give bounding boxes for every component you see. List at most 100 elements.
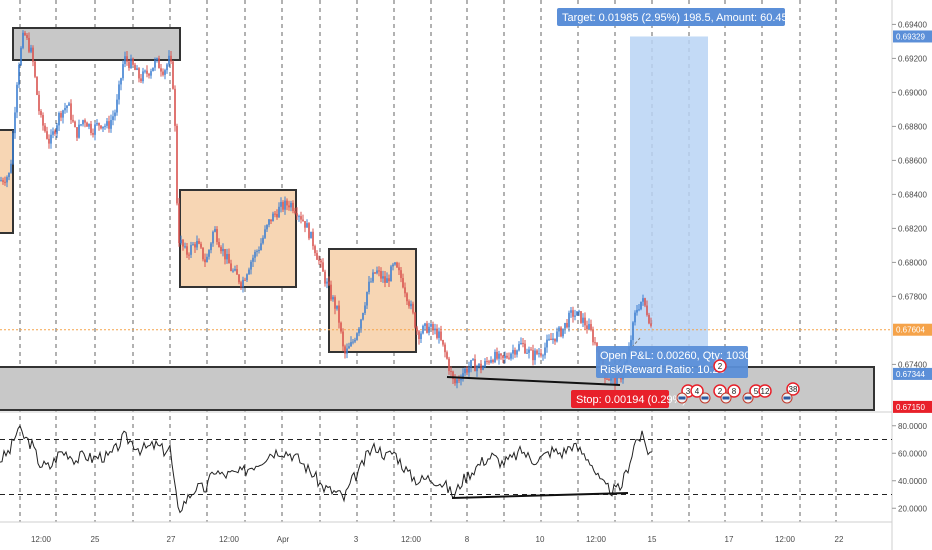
candle-body	[512, 349, 514, 354]
candle-body	[130, 58, 132, 68]
candle-body	[288, 205, 290, 208]
candle-body	[138, 68, 140, 79]
candle-body	[496, 351, 498, 359]
flag-icon[interactable]	[720, 392, 732, 404]
candle-body	[356, 333, 358, 340]
open-pl-bg	[596, 346, 748, 378]
target-info-label[interactable]: Target: 0.01985 (2.95%) 198.5, Amount: 6…	[557, 8, 788, 26]
session-separators	[0, 0, 893, 550]
candle-body	[148, 73, 150, 76]
candle-body	[398, 267, 400, 271]
candle-body	[524, 343, 526, 354]
candle-body	[318, 259, 320, 261]
candle-body	[216, 229, 218, 242]
candle-body	[584, 317, 586, 326]
current-price-tag[interactable]: 0.67604	[893, 323, 932, 336]
candle-body	[32, 47, 34, 62]
candle-body	[378, 270, 380, 272]
target-price-tag[interactable]: 0.69329	[893, 30, 932, 43]
time-label: 12:00	[586, 535, 607, 544]
event-badge-count: 8	[732, 387, 737, 396]
flag-icon[interactable]	[781, 392, 793, 404]
candle-body	[476, 366, 478, 372]
candle-body	[370, 281, 372, 283]
candle-body	[650, 323, 652, 326]
candle-body	[542, 355, 544, 357]
candle-body	[90, 123, 92, 133]
candle-body	[298, 216, 300, 218]
candle-body	[410, 303, 412, 307]
candle-body	[114, 112, 116, 117]
event-badge[interactable]: 12	[758, 384, 772, 398]
candle-body	[616, 373, 618, 385]
candle-body	[532, 350, 534, 361]
time-label: Apr	[277, 535, 290, 544]
candle-body	[46, 131, 48, 139]
candle-body	[516, 350, 518, 355]
candle-body	[278, 206, 280, 218]
candle-body	[408, 301, 410, 307]
candle-body	[448, 358, 450, 372]
event-badge[interactable]: 4	[690, 384, 704, 398]
rsi-divergence-line[interactable]	[451, 492, 629, 499]
price-trendline[interactable]	[446, 376, 621, 386]
flag-icon[interactable]	[699, 392, 711, 404]
candle-body	[262, 237, 264, 244]
candle-body	[14, 112, 16, 134]
time-label: 12:00	[219, 535, 240, 544]
candle-body	[134, 64, 136, 70]
candle-body	[230, 263, 232, 271]
candle-body	[332, 297, 334, 300]
candle-body	[488, 361, 490, 363]
candle-body	[212, 231, 214, 244]
candle-body	[310, 231, 312, 239]
candle-body	[610, 378, 612, 381]
candle-body	[250, 261, 252, 270]
candle-body	[316, 253, 318, 260]
candle-body	[236, 269, 238, 275]
candle-body	[562, 328, 564, 337]
stop-price-tag[interactable]: 0.67150	[893, 400, 932, 413]
candle-body	[152, 67, 154, 72]
candle-body	[120, 78, 122, 85]
candle-body	[326, 281, 328, 284]
rsi-panel	[0, 424, 892, 514]
candle-body	[150, 71, 152, 76]
entry-price-tag[interactable]: 0.67344	[893, 367, 932, 380]
flag-icon-stripe	[701, 396, 709, 400]
candle-body	[112, 116, 114, 121]
flag-icon[interactable]	[742, 392, 754, 404]
candle-body	[396, 262, 398, 268]
candle-body	[468, 367, 470, 373]
event-badge[interactable]: 8	[727, 384, 741, 398]
candle-body	[538, 353, 540, 355]
candle-body	[530, 349, 532, 351]
price-tick-label: 0.68800	[898, 122, 927, 131]
stop-info-text: Stop: 0.00194 (0.29%)	[576, 394, 686, 406]
supply-zone-box[interactable]	[12, 27, 181, 61]
candle-body	[172, 61, 174, 89]
flag-icon[interactable]	[676, 392, 688, 404]
current-price-tag-label: 0.67604	[896, 326, 925, 335]
zone-box-2[interactable]	[328, 248, 417, 353]
candle-body	[246, 274, 248, 281]
open-pl-label[interactable]: Open P&L: 0.00260, Qty: 1030 Risk/Reward …	[596, 346, 750, 378]
candle-body	[490, 359, 492, 363]
candle-body	[460, 379, 462, 381]
candle-body	[12, 133, 14, 164]
event-badge[interactable]: 2	[713, 359, 727, 373]
candle-body	[284, 200, 286, 210]
candle-body	[646, 305, 648, 315]
stop-info-label[interactable]: Stop: 0.00194 (0.29%)	[571, 390, 686, 408]
time-label: 12:00	[401, 535, 422, 544]
candle-body	[334, 297, 336, 309]
target-price-tag-bg	[893, 30, 932, 43]
candle-body	[590, 324, 592, 331]
candle-body	[518, 344, 520, 351]
event-badge-circle	[713, 359, 727, 373]
candle-body	[648, 314, 650, 324]
candle-body	[372, 272, 374, 282]
target-zone[interactable]	[630, 36, 708, 374]
event-badge[interactable]: 38	[786, 382, 800, 396]
